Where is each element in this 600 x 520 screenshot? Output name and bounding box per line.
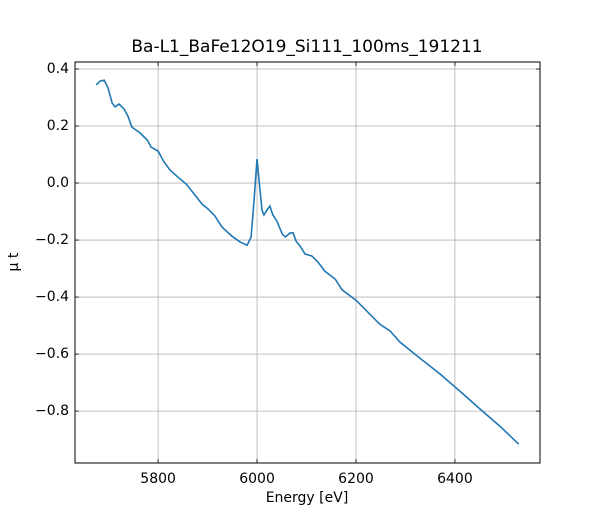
x-tick-label: 6200 <box>338 471 374 487</box>
x-tick-label: 6400 <box>437 471 473 487</box>
y-tick-label: 0.4 <box>47 61 69 77</box>
y-tick-label: 0.2 <box>47 118 69 134</box>
y-tick-label: 0.0 <box>47 175 69 191</box>
plot-frame <box>74 61 541 464</box>
x-axis-label: Energy [eV] <box>266 490 349 506</box>
x-tick-label: 5800 <box>140 471 176 487</box>
chart-title: Ba-L1_BaFe12O19_Si111_100ms_191211 <box>131 37 482 57</box>
y-tick-label: −0.4 <box>35 289 69 305</box>
y-tick-label: −0.6 <box>35 346 69 362</box>
y-axis-label: μ t <box>6 252 22 271</box>
y-tick-label: −0.8 <box>35 403 69 419</box>
y-tick-label: −0.2 <box>35 232 69 248</box>
data-line <box>95 79 520 445</box>
x-tick-label: 6000 <box>239 471 275 487</box>
